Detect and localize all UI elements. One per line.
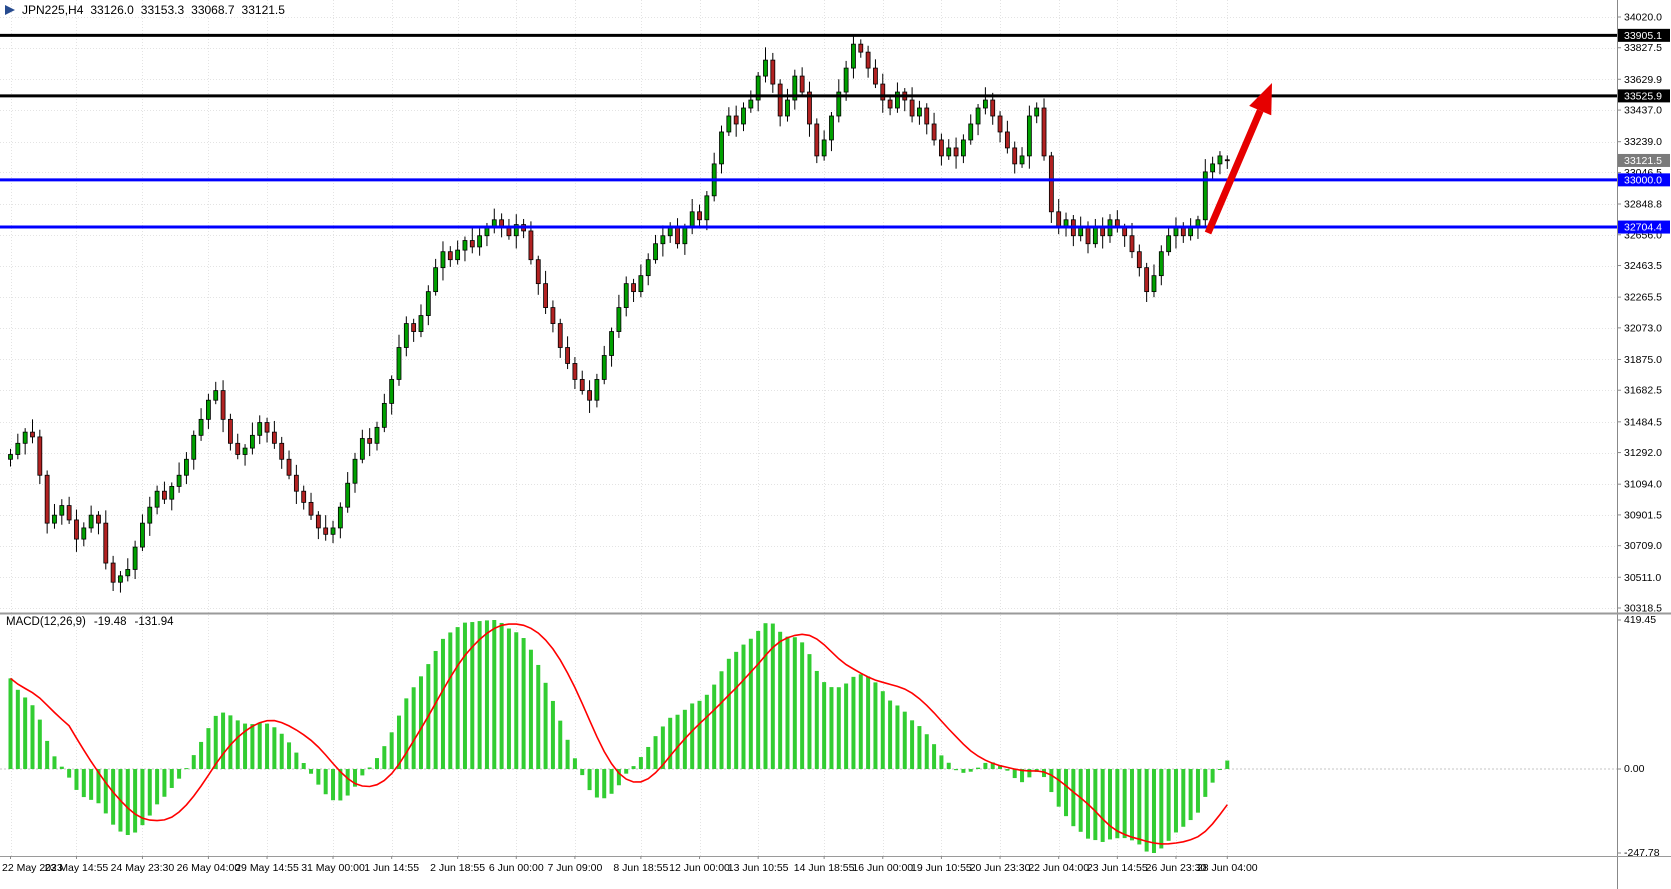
svg-text:30511.0: 30511.0 [1624,572,1661,584]
candles [8,35,1230,593]
svg-text:22 Jun 04:00: 22 Jun 04:00 [1028,862,1089,874]
ohlc-high-value: 33153.3 [140,3,185,17]
svg-text:33239.0: 33239.0 [1624,136,1662,148]
svg-text:34020.0: 34020.0 [1624,12,1662,24]
svg-text:13 Jun 10:55: 13 Jun 10:55 [728,862,789,874]
svg-text:28 Jun 04:00: 28 Jun 04:00 [1197,862,1258,874]
price-gridlines [0,17,1617,609]
svg-text:23 May 14:55: 23 May 14:55 [45,862,109,874]
svg-text:26 Jun 23:30: 26 Jun 23:30 [1146,862,1207,874]
svg-text:12 Jun 00:00: 12 Jun 00:00 [669,862,730,874]
symbol-timeframe-label: JPN225,H4 [22,3,84,17]
svg-text:419.45: 419.45 [1624,614,1656,626]
svg-text:33437.0: 33437.0 [1624,105,1662,117]
ohlc-close-value: 33121.5 [241,3,285,17]
svg-text:33000.0: 33000.0 [1624,174,1662,186]
svg-text:30901.5: 30901.5 [1624,509,1662,521]
ohlc-low-value: 33068.7 [191,3,235,17]
svg-text:8 Jun 18:55: 8 Jun 18:55 [613,862,668,874]
svg-text:32848.8: 32848.8 [1624,198,1662,210]
svg-text:24 May 23:30: 24 May 23:30 [111,862,175,874]
svg-text:31292.0: 31292.0 [1624,447,1662,459]
macd-indicator-label: MACD(12,26,9) -19.48 -131.94 [6,616,174,628]
svg-text:33905.1: 33905.1 [1624,30,1662,42]
price-axis: 34020.033827.533629.933437.033239.033046… [1617,0,1671,889]
macd-histogram [8,620,1230,853]
macd-name: MACD(12,26,9) [6,616,86,628]
svg-text:32073.0: 32073.0 [1624,322,1662,334]
svg-text:30318.5: 30318.5 [1624,603,1662,615]
svg-text:0.00: 0.00 [1624,763,1645,775]
svg-text:22 May 2023: 22 May 2023 [2,862,63,874]
svg-text:31875.0: 31875.0 [1624,354,1662,366]
svg-text:30709.0: 30709.0 [1624,540,1662,552]
svg-text:16 Jun 00:00: 16 Jun 00:00 [852,862,913,874]
chart-symbol-icon [5,5,15,15]
svg-text:2 Jun 18:55: 2 Jun 18:55 [430,862,485,874]
svg-text:32704.4: 32704.4 [1624,222,1662,234]
svg-text:33525.9: 33525.9 [1624,90,1662,102]
svg-text:1 Jun 14:55: 1 Jun 14:55 [364,862,419,874]
svg-text:32463.5: 32463.5 [1624,260,1662,272]
svg-text:6 Jun 00:00: 6 Jun 00:00 [489,862,544,874]
macd-signal-value: -131.94 [134,616,174,628]
trend-arrow[interactable] [1204,83,1272,235]
svg-text:33827.5: 33827.5 [1624,42,1662,54]
svg-text:31682.5: 31682.5 [1624,385,1662,397]
macd-main-value: -19.48 [93,616,127,628]
svg-text:19 Jun 10:55: 19 Jun 10:55 [911,862,972,874]
ohlc-open-value: 33126.0 [90,3,134,17]
svg-text:14 Jun 18:55: 14 Jun 18:55 [794,862,855,874]
svg-text:33629.9: 33629.9 [1624,74,1662,86]
svg-text:31 May 00:00: 31 May 00:00 [301,862,365,874]
macd-signal-line [10,623,1228,845]
svg-text:31484.5: 31484.5 [1624,416,1662,428]
svg-text:32265.5: 32265.5 [1624,292,1662,304]
svg-text:20 Jun 23:30: 20 Jun 23:30 [970,862,1031,874]
svg-text:31094.0: 31094.0 [1624,479,1662,491]
panel-separators[interactable] [0,612,1671,857]
chart-info-line: JPN225,H4 33126.0 33153.3 33068.7 33121.… [5,3,285,17]
svg-text:-247.78: -247.78 [1624,847,1660,859]
svg-text:29 May 14:55: 29 May 14:55 [235,862,299,874]
svg-text:23 Jun 14:55: 23 Jun 14:55 [1087,862,1148,874]
svg-text:33121.5: 33121.5 [1624,155,1662,167]
svg-text:7 Jun 09:00: 7 Jun 09:00 [547,862,602,874]
svg-text:26 May 04:00: 26 May 04:00 [177,862,241,874]
